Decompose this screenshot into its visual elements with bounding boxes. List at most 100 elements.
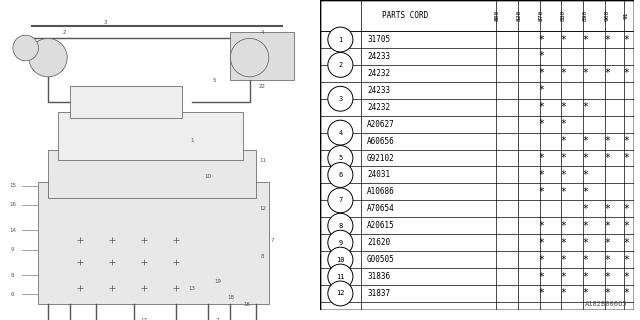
Text: *: * xyxy=(582,102,588,112)
Text: *: * xyxy=(582,255,588,265)
Text: 21620: 21620 xyxy=(367,238,390,247)
Text: *: * xyxy=(582,153,588,163)
Text: *: * xyxy=(560,153,566,163)
Text: *: * xyxy=(538,153,544,163)
Bar xyxy=(230,32,294,80)
Text: 7: 7 xyxy=(270,237,274,243)
Text: 13: 13 xyxy=(189,285,195,291)
Text: *: * xyxy=(560,119,566,129)
Text: 820: 820 xyxy=(516,10,522,21)
Text: *: * xyxy=(560,221,566,231)
Circle shape xyxy=(328,230,353,255)
Text: 4: 4 xyxy=(339,130,342,136)
Text: 18: 18 xyxy=(227,295,234,300)
Circle shape xyxy=(230,38,269,77)
Text: PARTS CORD: PARTS CORD xyxy=(381,11,428,20)
Text: *: * xyxy=(604,238,610,248)
Text: A182B00065: A182B00065 xyxy=(585,301,627,307)
Text: A10686: A10686 xyxy=(367,188,395,196)
Text: 890: 890 xyxy=(582,10,588,21)
Circle shape xyxy=(13,35,38,61)
Text: 22: 22 xyxy=(259,84,266,89)
Text: *: * xyxy=(560,35,566,44)
Text: 1: 1 xyxy=(339,36,342,43)
Text: *: * xyxy=(538,272,544,282)
Text: 24232: 24232 xyxy=(367,69,390,78)
Bar xyxy=(70,86,182,118)
Text: *: * xyxy=(560,288,566,299)
Text: 19: 19 xyxy=(214,279,221,284)
Text: *: * xyxy=(538,102,544,112)
Text: *: * xyxy=(560,68,566,78)
Text: 91: 91 xyxy=(623,12,628,19)
Text: 1: 1 xyxy=(190,138,194,143)
Bar xyxy=(320,0,634,31)
Text: *: * xyxy=(623,288,628,299)
Circle shape xyxy=(328,213,353,238)
Text: 900: 900 xyxy=(604,10,609,21)
Text: A20627: A20627 xyxy=(367,120,395,129)
Text: 10: 10 xyxy=(205,173,211,179)
Text: *: * xyxy=(538,170,544,180)
Circle shape xyxy=(328,52,353,77)
Text: *: * xyxy=(623,153,628,163)
Text: 11: 11 xyxy=(259,157,266,163)
Text: *: * xyxy=(623,238,628,248)
Text: 6: 6 xyxy=(11,292,15,297)
Text: 16: 16 xyxy=(10,202,16,207)
Text: 7: 7 xyxy=(216,317,220,320)
Text: 5: 5 xyxy=(339,155,342,161)
Text: 800: 800 xyxy=(495,10,500,21)
Text: 12: 12 xyxy=(336,291,344,296)
Text: 880: 880 xyxy=(561,10,566,21)
Text: *: * xyxy=(538,255,544,265)
Text: 15: 15 xyxy=(10,183,16,188)
Text: 14: 14 xyxy=(10,228,16,233)
Text: *: * xyxy=(538,85,544,95)
Text: 6: 6 xyxy=(339,172,342,178)
Text: *: * xyxy=(623,204,628,214)
Text: *: * xyxy=(582,35,588,44)
Text: 17: 17 xyxy=(141,317,147,320)
Text: 10: 10 xyxy=(336,257,344,263)
Text: *: * xyxy=(604,204,610,214)
Text: 8: 8 xyxy=(339,223,342,229)
Text: 870: 870 xyxy=(539,10,543,21)
Text: 5: 5 xyxy=(212,77,216,83)
Text: *: * xyxy=(582,136,588,146)
Text: *: * xyxy=(623,221,628,231)
Text: *: * xyxy=(560,272,566,282)
Text: 16: 16 xyxy=(243,301,250,307)
Text: A70654: A70654 xyxy=(367,204,395,213)
Text: *: * xyxy=(538,35,544,44)
Text: *: * xyxy=(582,68,588,78)
Text: 3: 3 xyxy=(339,96,342,102)
Text: A60656: A60656 xyxy=(367,137,395,146)
Text: 24233: 24233 xyxy=(367,86,390,95)
Text: *: * xyxy=(582,238,588,248)
Text: 31837: 31837 xyxy=(367,289,390,298)
Text: 31705: 31705 xyxy=(367,35,390,44)
Circle shape xyxy=(328,264,353,289)
Text: *: * xyxy=(538,187,544,197)
Text: *: * xyxy=(560,170,566,180)
Text: *: * xyxy=(538,238,544,248)
Circle shape xyxy=(328,120,353,145)
Text: 24232: 24232 xyxy=(367,103,390,112)
Text: 9: 9 xyxy=(11,247,15,252)
Text: *: * xyxy=(582,170,588,180)
Circle shape xyxy=(328,281,353,306)
Text: 2: 2 xyxy=(62,29,66,35)
Text: *: * xyxy=(604,136,610,146)
Text: *: * xyxy=(560,255,566,265)
Text: *: * xyxy=(623,35,628,44)
Text: 24233: 24233 xyxy=(367,52,390,61)
Text: *: * xyxy=(604,255,610,265)
Bar xyxy=(48,150,256,198)
Text: *: * xyxy=(560,238,566,248)
Text: *: * xyxy=(538,221,544,231)
Text: *: * xyxy=(538,68,544,78)
Text: 12: 12 xyxy=(259,205,266,211)
Text: *: * xyxy=(604,288,610,299)
Text: 8: 8 xyxy=(11,273,15,278)
